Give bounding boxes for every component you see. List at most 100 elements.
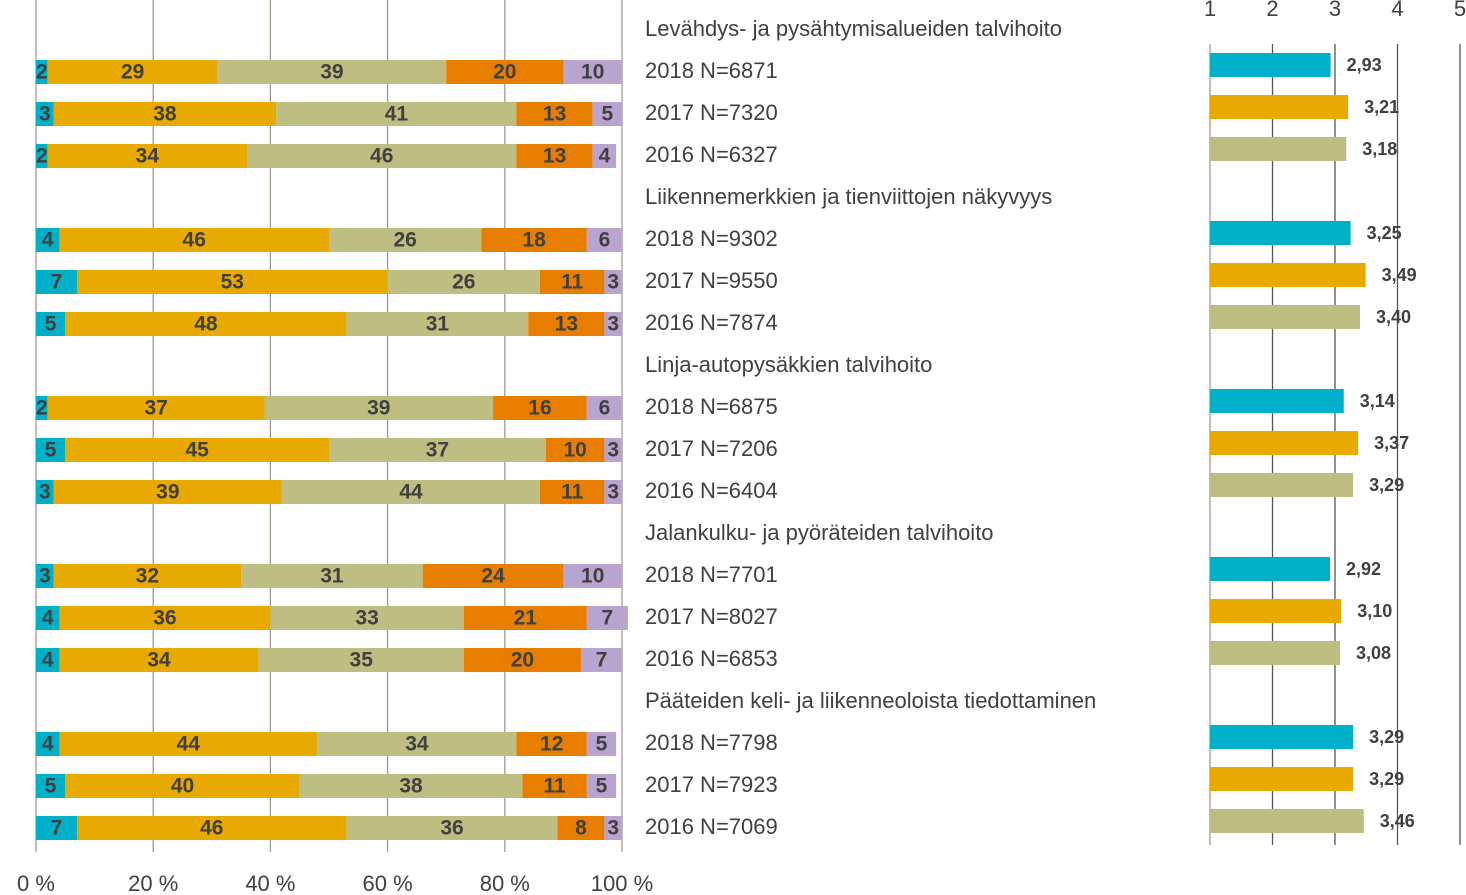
bar-segment	[241, 564, 423, 588]
bar-segment	[36, 312, 66, 336]
segment-label: 11	[544, 775, 567, 798]
bar-segment	[557, 816, 605, 840]
bar-segment	[346, 312, 529, 336]
segment-label: 35	[350, 649, 374, 672]
segment-label: 2	[36, 397, 48, 420]
bar-segment	[586, 396, 622, 420]
bar-segment	[592, 144, 617, 168]
bar-segment	[604, 480, 622, 504]
bar	[1210, 137, 1347, 161]
value-label: 2,93	[1347, 55, 1382, 75]
segment-label: 41	[385, 103, 409, 126]
segment-label: 13	[555, 313, 578, 336]
segment-label: 46	[183, 229, 206, 252]
segment-label: 3	[607, 817, 619, 840]
segment-label: 6	[599, 397, 611, 420]
bar-segment	[604, 270, 622, 294]
row-label: 2017 N=7206	[645, 436, 778, 461]
bar-segment	[59, 606, 271, 630]
segment-label: 34	[136, 145, 160, 168]
group-title: Liikennemerkkien ja tienviittojen näkyvy…	[645, 184, 1052, 209]
segment-label: 20	[493, 61, 516, 84]
segment-label: 3	[607, 313, 619, 336]
x-tick-label: 1	[1204, 0, 1216, 21]
x-tick-label: 5	[1454, 0, 1466, 21]
bar-segment	[516, 102, 593, 126]
bar-segment	[586, 606, 628, 630]
segment-label: 3	[607, 481, 619, 504]
segment-label: 36	[153, 607, 176, 630]
segment-label: 37	[144, 397, 167, 420]
bar-segment	[59, 228, 329, 252]
bar	[1210, 305, 1360, 329]
bar-segment	[604, 312, 622, 336]
value-label: 3,08	[1356, 643, 1391, 663]
segment-label: 3	[39, 565, 51, 588]
segment-label: 3	[607, 271, 619, 294]
bar	[1210, 641, 1340, 665]
bar-segment	[387, 270, 540, 294]
segment-label: 44	[177, 733, 201, 756]
bar-segment	[563, 564, 622, 588]
bar-segment	[65, 312, 347, 336]
x-tick-label: 60 %	[363, 871, 413, 895]
segment-label: 24	[481, 565, 505, 588]
segment-label: 5	[596, 775, 608, 798]
segment-label: 34	[405, 733, 429, 756]
segment-label: 6	[599, 229, 611, 252]
bar-segment	[276, 102, 517, 126]
bar	[1210, 473, 1354, 497]
segment-label: 10	[563, 439, 586, 462]
value-label: 3,40	[1376, 307, 1411, 327]
value-label: 3,10	[1357, 601, 1392, 621]
segment-label: 53	[221, 271, 244, 294]
value-label: 3,37	[1374, 433, 1409, 453]
bar-segment	[522, 774, 587, 798]
bar-segment	[422, 564, 564, 588]
bar-segment	[36, 816, 78, 840]
x-tick-label: 2	[1266, 0, 1278, 21]
bar-segment	[65, 438, 330, 462]
segment-label: 37	[426, 439, 449, 462]
bar-segment	[36, 438, 66, 462]
segment-label: 40	[171, 775, 194, 798]
bar-segment	[36, 60, 48, 84]
segment-label: 21	[514, 607, 538, 630]
segment-label: 20	[511, 649, 534, 672]
bar-segment	[539, 270, 605, 294]
segment-label: 4	[42, 607, 54, 630]
bar-segment	[47, 60, 218, 84]
bar-segment	[77, 816, 347, 840]
bar-segment	[53, 480, 283, 504]
row-label: 2018 N=9302	[645, 226, 778, 251]
bar-segment	[299, 774, 523, 798]
x-tick-label: 0 %	[17, 871, 55, 895]
segment-label: 13	[543, 145, 566, 168]
segment-label: 7	[51, 817, 63, 840]
segment-label: 39	[367, 397, 390, 420]
segment-label: 36	[440, 817, 463, 840]
group-title: Jalankulku- ja pyöräteiden talvihoito	[645, 520, 994, 545]
bar-segment	[36, 480, 54, 504]
segment-label: 31	[426, 313, 450, 336]
segment-label: 18	[522, 229, 546, 252]
row-label: 2018 N=7701	[645, 562, 778, 587]
x-tick-label: 3	[1329, 0, 1341, 21]
bar-segment	[545, 438, 605, 462]
bar	[1210, 809, 1364, 833]
value-label: 3,25	[1367, 223, 1402, 243]
segment-label: 5	[45, 313, 57, 336]
bar-segment	[53, 564, 242, 588]
bar-segment	[36, 396, 48, 420]
bar-segment	[36, 228, 60, 252]
segment-label: 2	[36, 145, 48, 168]
bar-segment	[246, 144, 517, 168]
bar-segment	[270, 606, 464, 630]
segment-label: 3	[607, 439, 619, 462]
bar-segment	[36, 270, 78, 294]
segment-label: 38	[399, 775, 423, 798]
bar	[1210, 431, 1359, 455]
segment-label: 5	[602, 103, 614, 126]
segment-label: 5	[45, 439, 57, 462]
